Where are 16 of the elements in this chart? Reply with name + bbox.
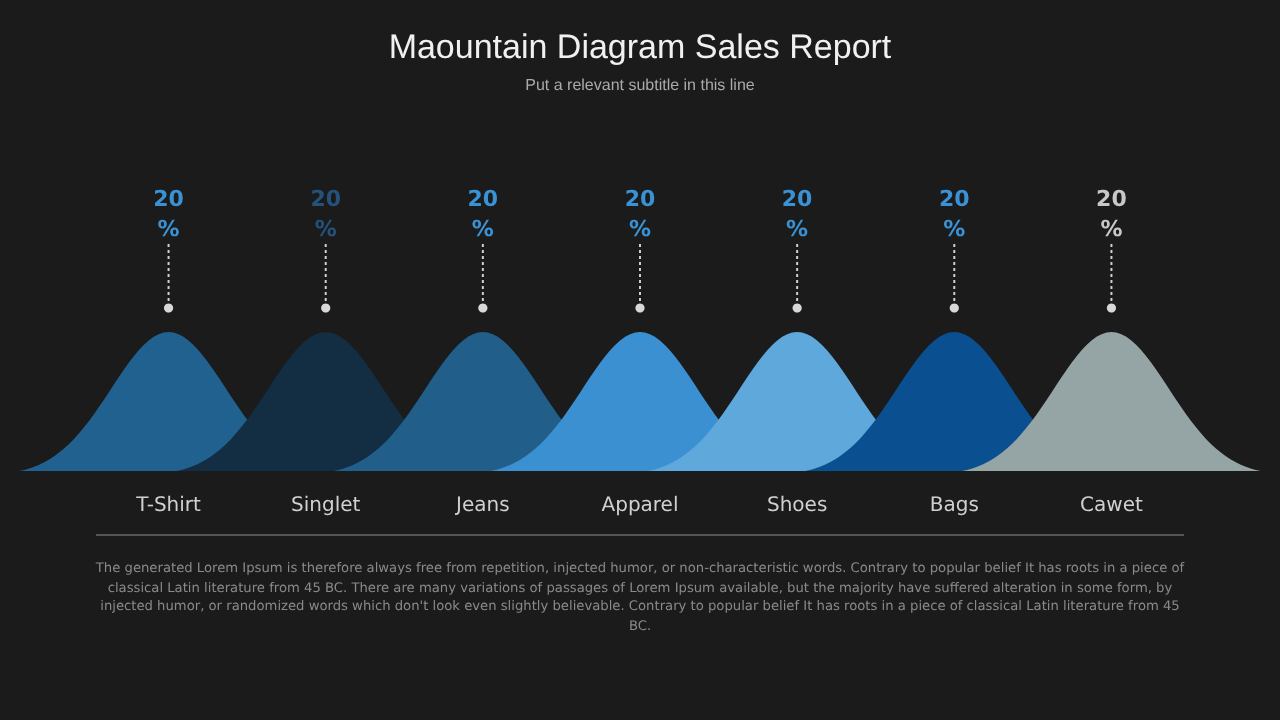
category-label: Apparel xyxy=(601,495,679,517)
category-label: T-Shirt xyxy=(134,495,202,517)
data-label: 20 % xyxy=(938,186,971,242)
text: Put a relevant subtitle in this line xyxy=(523,76,757,94)
data-label: 20 % xyxy=(153,186,185,242)
category-label: Bags xyxy=(929,495,979,517)
category-label: Singlet xyxy=(291,495,361,517)
category-label: Cawet xyxy=(1080,495,1143,517)
data-label: 20 % xyxy=(624,186,656,242)
category-label: Jeans xyxy=(454,495,510,517)
data-label: 20 % xyxy=(310,186,342,242)
data-label: 20 % xyxy=(781,186,814,242)
data-label: 20 % xyxy=(1096,186,1128,242)
text: Maountain Diagram Sales Report xyxy=(386,28,894,68)
category-label: Shoes xyxy=(766,495,828,517)
data-label: 20 % xyxy=(467,186,499,242)
